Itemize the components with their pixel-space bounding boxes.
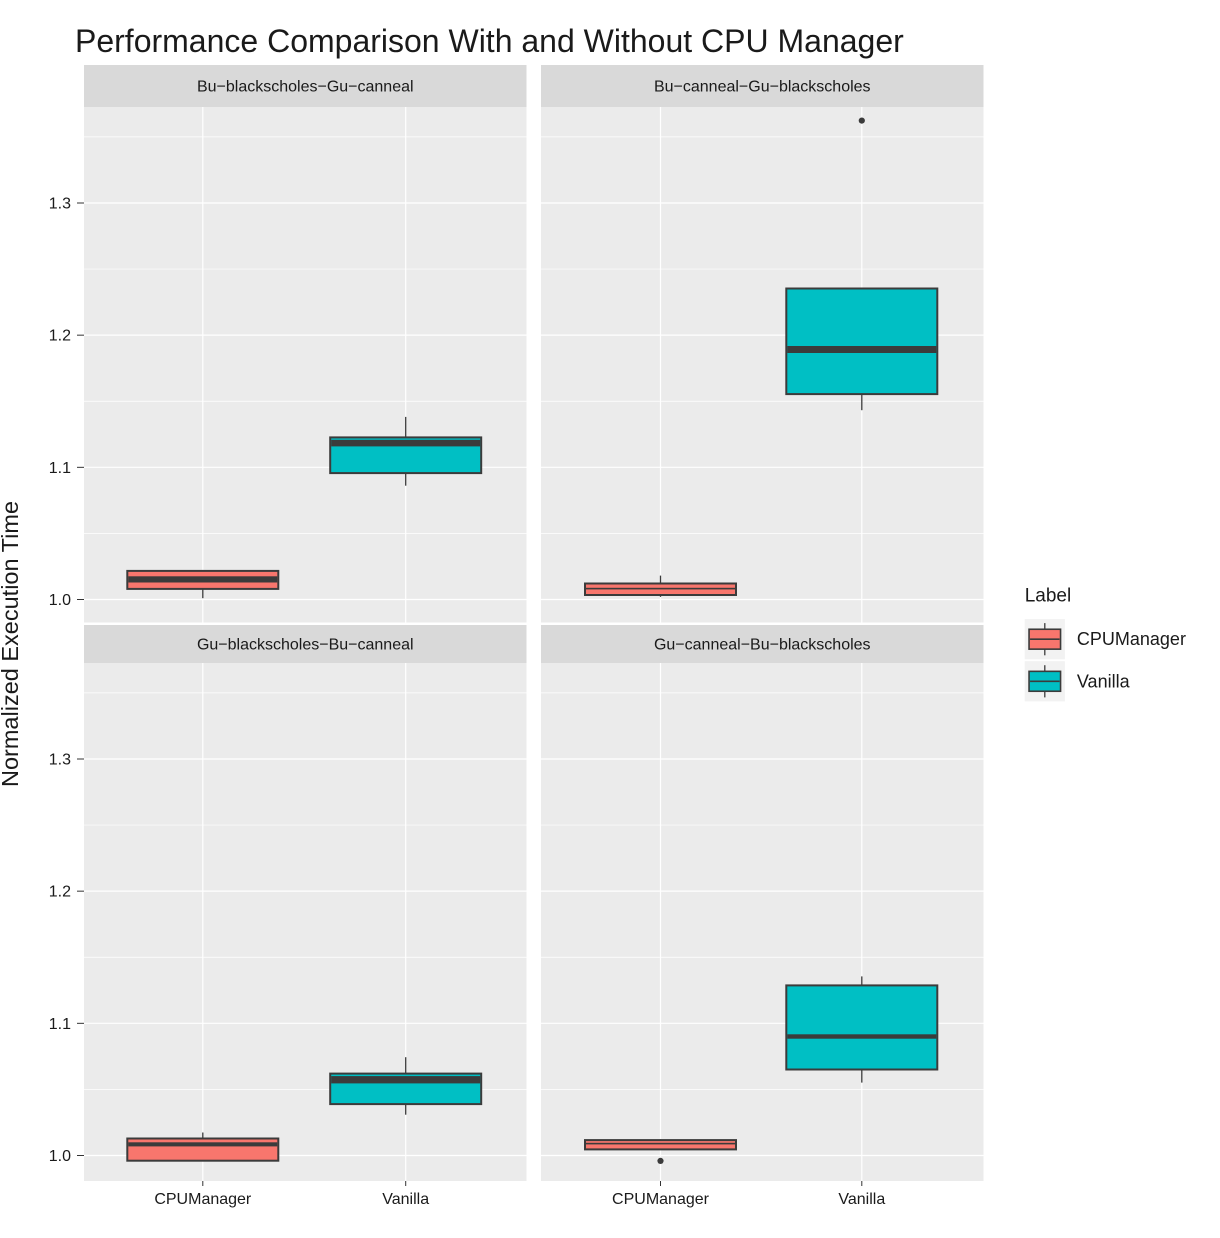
svg-text:Gu−canneal−Bu−blackscholes: Gu−canneal−Bu−blackscholes	[654, 637, 871, 654]
svg-text:CPUManager: CPUManager	[1077, 629, 1186, 649]
svg-text:1.3: 1.3	[49, 751, 71, 768]
svg-text:1.0: 1.0	[49, 1148, 71, 1165]
svg-text:Normalized Execution Time: Normalized Execution Time	[0, 501, 23, 787]
svg-text:Gu−blackscholes−Bu−canneal: Gu−blackscholes−Bu−canneal	[197, 637, 414, 654]
svg-text:1.3: 1.3	[49, 195, 71, 212]
svg-text:1.0: 1.0	[49, 592, 71, 609]
svg-text:Vanilla: Vanilla	[1077, 671, 1131, 691]
svg-text:Vanilla: Vanilla	[838, 1191, 885, 1208]
svg-text:Bu−blackscholes−Gu−canneal: Bu−blackscholes−Gu−canneal	[197, 79, 414, 96]
svg-text:CPUManager: CPUManager	[612, 1191, 710, 1208]
svg-text:Bu−canneal−Gu−blackscholes: Bu−canneal−Gu−blackscholes	[654, 79, 871, 96]
svg-text:1.2: 1.2	[49, 884, 71, 901]
svg-text:Label: Label	[1025, 586, 1072, 607]
svg-text:CPUManager: CPUManager	[154, 1191, 252, 1208]
svg-text:Vanilla: Vanilla	[382, 1191, 429, 1208]
svg-text:1.1: 1.1	[49, 460, 71, 477]
svg-text:1.1: 1.1	[49, 1016, 71, 1033]
svg-text:1.2: 1.2	[49, 328, 71, 345]
